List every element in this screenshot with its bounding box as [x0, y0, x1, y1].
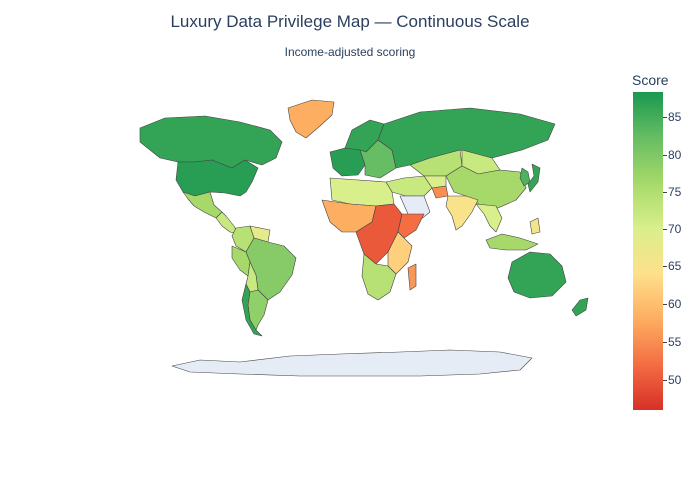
region-united-states[interactable] [175, 159, 259, 197]
chart-subtitle: Income-adjusted scoring [284, 45, 416, 59]
region-china[interactable] [445, 165, 527, 209]
colorbar-tick-mark [663, 229, 667, 230]
colorbar-tick-label: 80 [668, 148, 682, 162]
colorbar-tick-label: 70 [668, 222, 682, 236]
region-india[interactable] [445, 195, 479, 231]
colorbar-tick-mark [663, 266, 667, 267]
region-southern-africa[interactable] [361, 253, 397, 301]
region-philippines[interactable] [529, 217, 541, 235]
colorbar [633, 92, 663, 410]
colorbar-tick-label: 55 [668, 335, 682, 349]
colorbar-tick-label: 85 [668, 110, 682, 124]
colorbar-title: Score [632, 72, 669, 88]
region-chile[interactable] [241, 283, 263, 337]
region-horn-of-africa[interactable] [397, 213, 425, 239]
region-greenland[interactable] [287, 99, 335, 139]
region-east-africa[interactable] [387, 231, 413, 275]
chart-title: Luxury Data Privilege Map — Continuous S… [170, 12, 530, 31]
region-australia[interactable] [507, 251, 567, 299]
region-middle-east[interactable] [385, 175, 433, 197]
colorbar-tick-label: 75 [668, 185, 682, 199]
region-madagascar[interactable] [407, 263, 417, 291]
region-antarctica[interactable] [171, 349, 533, 377]
colorbar-tick-mark [663, 155, 667, 156]
colorbar-tick-label: 65 [668, 259, 682, 273]
region-mexico[interactable] [182, 191, 223, 219]
colorbar-tick-mark [663, 117, 667, 118]
colorbar-tick-label: 50 [668, 373, 682, 387]
region-western-europe[interactable] [329, 147, 366, 177]
colorbar-tick-label: 60 [668, 297, 682, 311]
region-korea[interactable] [519, 167, 531, 187]
region-indonesia[interactable] [485, 233, 539, 251]
region-north-africa[interactable] [329, 177, 395, 207]
colorbar-tick-mark [663, 380, 667, 381]
region-afghanistan[interactable] [431, 185, 449, 199]
region-new-zealand[interactable] [571, 297, 589, 317]
colorbar-tick-mark [663, 342, 667, 343]
region-southeast-asia[interactable] [475, 203, 503, 233]
colorbar-tick-mark [663, 192, 667, 193]
region-japan[interactable] [527, 163, 541, 193]
colorbar-tick-mark [663, 304, 667, 305]
